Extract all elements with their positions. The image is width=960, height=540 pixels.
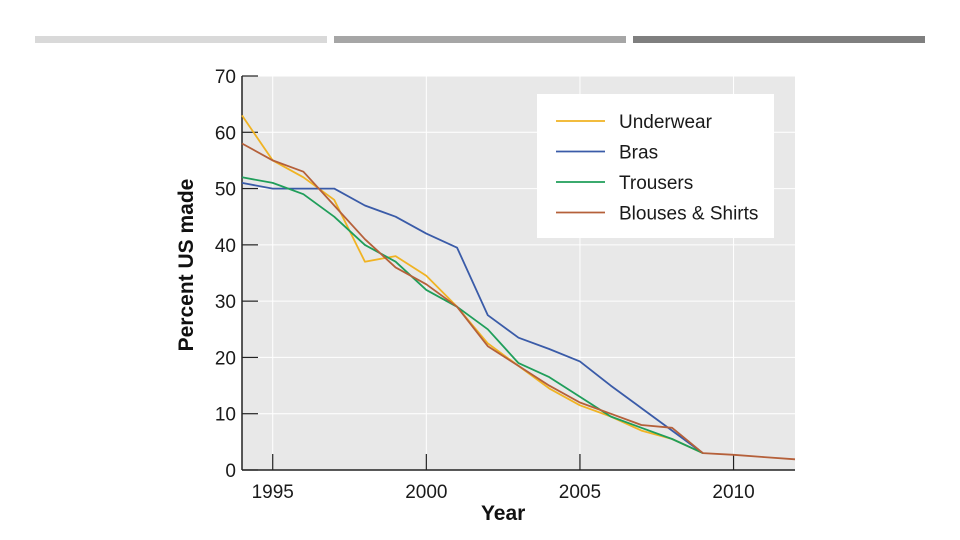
x-axis-title: Year: [481, 502, 525, 525]
y-tick-label: 60: [215, 123, 236, 144]
legend: Underwear Bras Trousers Blouses & Shirts: [537, 94, 774, 238]
y-tick-label: 10: [215, 405, 236, 426]
legend-label-trousers: Trousers: [619, 173, 693, 194]
legend-label-underwear: Underwear: [619, 112, 713, 133]
series-lines: [241, 114, 796, 461]
x-tick-label: 2010: [712, 482, 754, 503]
series-line-trousers: [241, 176, 704, 454]
legend-box: [537, 94, 774, 238]
legend-label-bras: Bras: [619, 143, 658, 164]
legend-label-blouses-shirts: Blouses & Shirts: [619, 204, 758, 225]
y-tick-label: 20: [215, 348, 236, 369]
axes: 0 10 20 30 40 50 60 70 1995 2000 2005 2010: [215, 67, 795, 503]
y-tick-label: 0: [225, 461, 236, 482]
series-line-blouses-shirts: [241, 142, 796, 461]
y-tick-label: 70: [215, 67, 236, 88]
y-tick-label: 50: [215, 180, 236, 201]
header-bar-medium: [334, 36, 626, 43]
y-axis-title: Percent US made: [175, 179, 198, 352]
header-bar-light: [35, 36, 327, 43]
header-bar-dark: [633, 36, 925, 43]
x-tick-label: 1995: [252, 482, 294, 503]
x-tick-label: 2005: [559, 482, 601, 503]
y-tick-label: 40: [215, 236, 236, 257]
x-tick-label: 2000: [405, 482, 447, 503]
y-tick-label: 30: [215, 292, 236, 313]
